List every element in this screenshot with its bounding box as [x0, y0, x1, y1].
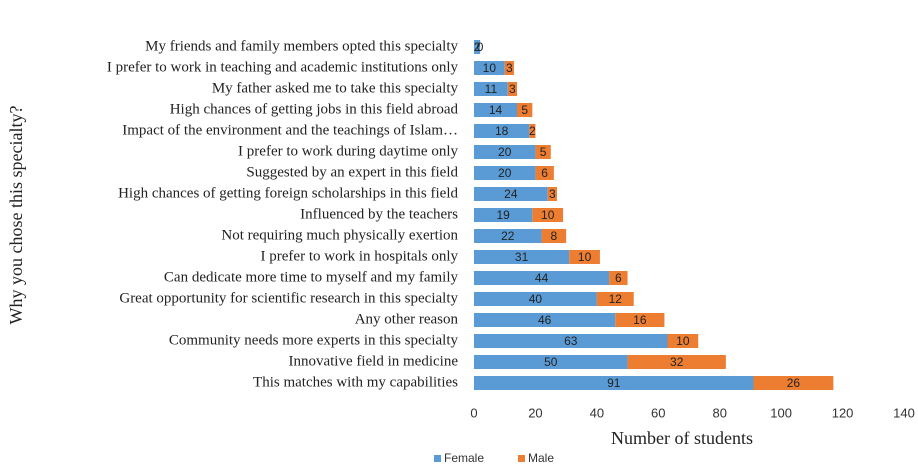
bar-segment: [474, 292, 597, 306]
bar-segment: [532, 208, 564, 222]
value-label: 20: [498, 145, 512, 159]
value-label: 32: [670, 355, 684, 369]
legend-label: Female: [444, 451, 484, 465]
value-label: 10: [676, 334, 690, 348]
x-tick-label: 100: [770, 405, 792, 420]
bar-segment: [596, 292, 634, 306]
x-tick-label: 0: [470, 405, 477, 420]
bar-segment: [474, 103, 517, 117]
category-label: Any other reason: [355, 311, 459, 327]
category-label: High chances of getting jobs in this fie…: [170, 101, 459, 117]
bar-segment: [474, 145, 536, 159]
bar-segment: [504, 61, 514, 75]
value-label: 10: [541, 208, 555, 222]
value-label: 0: [477, 40, 484, 54]
bar-segment: [667, 334, 699, 348]
value-label: 2: [529, 124, 536, 138]
value-label: 3: [509, 82, 516, 96]
bar-segment: [474, 250, 570, 264]
bar-segment: [529, 124, 536, 138]
bar-segment: [547, 187, 557, 201]
bar-segment: [609, 271, 628, 285]
value-label: 3: [549, 187, 556, 201]
value-label: 6: [615, 271, 622, 285]
bar-segment: [474, 61, 505, 75]
bar-segment: [474, 166, 536, 180]
x-tick-label: 20: [528, 405, 542, 420]
value-label: 31: [515, 250, 529, 264]
value-label: 63: [564, 334, 578, 348]
value-label: 10: [483, 61, 497, 75]
value-label: 11: [485, 82, 498, 96]
category-label: Can dedicate more time to myself and my …: [164, 269, 459, 285]
category-label: Impact of the environment and the teachi…: [122, 122, 458, 138]
bar-segment: [474, 208, 533, 222]
category-label: High chances of getting foreign scholars…: [118, 185, 458, 201]
value-label: 12: [609, 292, 623, 306]
bar-segment: [753, 376, 834, 390]
value-label: 46: [538, 313, 552, 327]
value-label: 5: [540, 145, 547, 159]
x-tick-label: 80: [712, 405, 726, 420]
bar-segment: [541, 229, 567, 243]
bar-segment: [474, 334, 668, 348]
bar-segment: [569, 250, 600, 264]
value-label: 2: [474, 40, 481, 54]
value-label: 16: [633, 313, 647, 327]
value-label: 19: [496, 208, 510, 222]
value-label: 40: [529, 292, 543, 306]
bar-segment: [474, 187, 548, 201]
bar-segment: [474, 229, 542, 243]
category-label: My friends and family members opted this…: [145, 38, 458, 54]
value-label: 18: [495, 124, 509, 138]
bar-segment: [474, 82, 508, 96]
bar-segment: [615, 313, 665, 327]
x-axis-label: Number of students: [611, 428, 753, 448]
legend-swatch: [434, 455, 441, 462]
bar-segment: [535, 166, 554, 180]
value-label: 91: [607, 376, 621, 390]
value-label: 3: [506, 61, 513, 75]
category-label: I prefer to work in hospitals only: [261, 248, 459, 264]
category-label: This matches with my capabilities: [253, 374, 458, 390]
category-label: Influenced by the teachers: [300, 206, 458, 222]
legend-swatch: [518, 455, 526, 462]
category-label: Innovative field in medicine: [288, 353, 458, 369]
value-label: 8: [551, 229, 558, 243]
bar-segment: [507, 82, 517, 96]
bar-segment: [474, 313, 616, 327]
value-label: 6: [541, 166, 548, 180]
bar-segment: [474, 376, 754, 390]
value-label: 22: [501, 229, 515, 243]
x-tick-label: 60: [651, 405, 665, 420]
category-label: Suggested by an expert in this field: [246, 164, 458, 180]
category-label: My father asked me to take this specialt…: [212, 80, 459, 96]
bar-segment: [535, 145, 551, 159]
bar-segment: [517, 103, 533, 117]
bar-segment: [474, 271, 610, 285]
value-label: 5: [521, 103, 528, 117]
category-label: Great opportunity for scientific researc…: [119, 290, 458, 306]
value-label: 44: [535, 271, 549, 285]
x-tick-label: 120: [832, 405, 854, 420]
bar-segment: [474, 40, 481, 54]
value-label: 20: [498, 166, 512, 180]
value-label: 50: [544, 355, 558, 369]
bar-segment: [627, 355, 726, 369]
category-label: Not requiring much physically exertion: [221, 227, 458, 243]
y-axis-label: Why you chose this specialty?: [6, 106, 26, 325]
x-tick-label: 40: [590, 405, 604, 420]
category-label: I prefer to work during daytime only: [238, 143, 458, 159]
value-label: 24: [504, 187, 518, 201]
category-label: I prefer to work in teaching and academi…: [107, 59, 459, 75]
value-label: 10: [578, 250, 592, 264]
bar-segment: [474, 124, 530, 138]
legend-label: Male: [528, 451, 554, 465]
bar-segment: [474, 355, 628, 369]
x-tick-label: 140: [893, 405, 915, 420]
category-label: Community needs more experts in this spe…: [169, 332, 459, 348]
value-label: 14: [489, 103, 503, 117]
value-label: 26: [787, 376, 801, 390]
